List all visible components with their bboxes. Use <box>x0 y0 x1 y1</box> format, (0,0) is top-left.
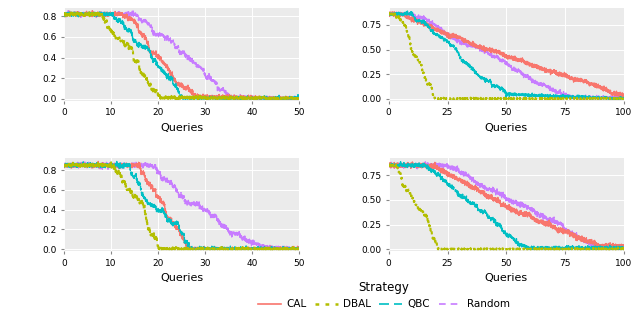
X-axis label: Queries: Queries <box>160 123 204 133</box>
Legend: CAL, DBAL, QBC, Random: CAL, DBAL, QBC, Random <box>254 277 514 314</box>
X-axis label: Queries: Queries <box>160 273 204 283</box>
X-axis label: Queries: Queries <box>484 273 528 283</box>
X-axis label: Queries: Queries <box>484 123 528 133</box>
